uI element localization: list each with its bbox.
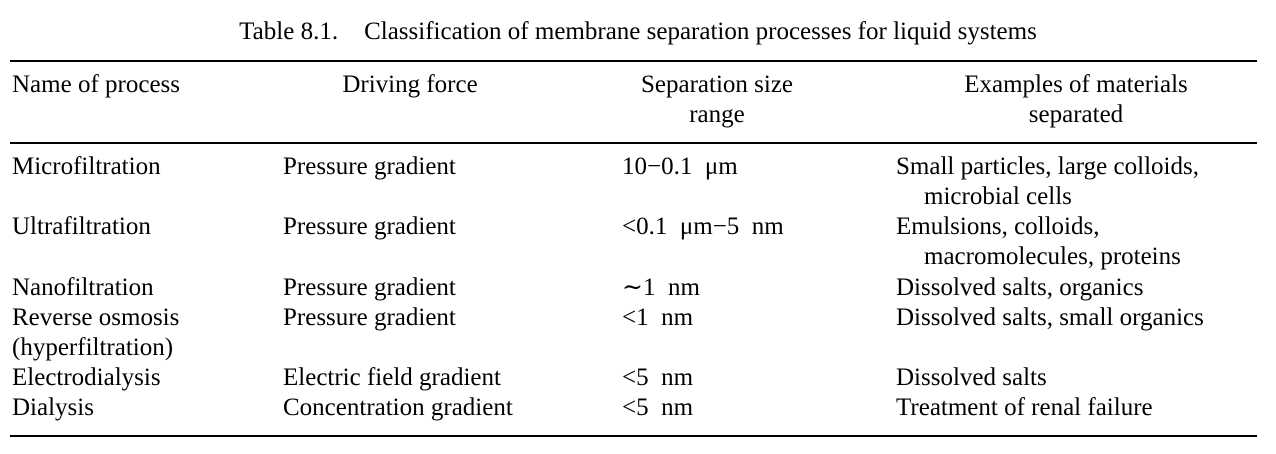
- table-row-size-range: <0.1 μm−5 nm: [622, 213, 784, 240]
- table-row-process: Nanofiltration: [12, 274, 154, 301]
- table-row-examples: Treatment of renal failure: [896, 394, 1153, 421]
- table-caption: Table 8.1. Classification of membrane sep…: [0, 16, 1276, 48]
- table-row-examples: Dissolved salts, small organics: [896, 304, 1204, 331]
- table-row-driving-force: Pressure gradient: [283, 274, 456, 301]
- table-bottom-rule: [10, 435, 1257, 437]
- header-name-of-process: Name of process: [12, 71, 180, 98]
- table-row-driving-force: Pressure gradient: [283, 153, 456, 180]
- table-row-size-range: <1 nm: [622, 304, 694, 331]
- table-row-process: Ultrafiltration: [12, 213, 151, 240]
- table-row-examples: Dissolved salts, organics: [896, 274, 1144, 301]
- table-row-driving-force: Electric field gradient: [283, 364, 501, 391]
- table-row-size-range: 10−0.1 μm: [622, 153, 738, 180]
- table-top-rule: [10, 60, 1257, 62]
- table-row-driving-force: Pressure gradient: [283, 304, 456, 331]
- header-separation-size-range: Separation size range: [640, 71, 794, 128]
- table-row-examples: Dissolved salts: [896, 364, 1047, 391]
- table-row-examples: Small particles, large colloids, microbi…: [896, 153, 1199, 210]
- table-number: Table 8.1.: [239, 18, 339, 45]
- header-examples-of-materials: Examples of materials separated: [964, 71, 1188, 128]
- table-row-process: Dialysis: [12, 394, 94, 421]
- table-row-size-range: ∼1 nm: [622, 274, 700, 301]
- table-row-process: Reverse osmosis (hyperfiltration): [12, 304, 180, 361]
- table-row-process: Electrodialysis: [12, 364, 161, 391]
- table-row-examples: Emulsions, colloids, macromolecules, pro…: [896, 213, 1181, 270]
- table-row-driving-force: Concentration gradient: [283, 394, 513, 421]
- table-header-rule: [10, 142, 1257, 144]
- table-title: Classification of membrane separation pr…: [364, 18, 1037, 45]
- table-row-size-range: <5 nm: [622, 364, 694, 391]
- header-driving-force: Driving force: [342, 71, 478, 98]
- table-row-size-range: <5 nm: [622, 394, 694, 421]
- table-row-driving-force: Pressure gradient: [283, 213, 456, 240]
- table-row-process: Microfiltration: [12, 153, 161, 180]
